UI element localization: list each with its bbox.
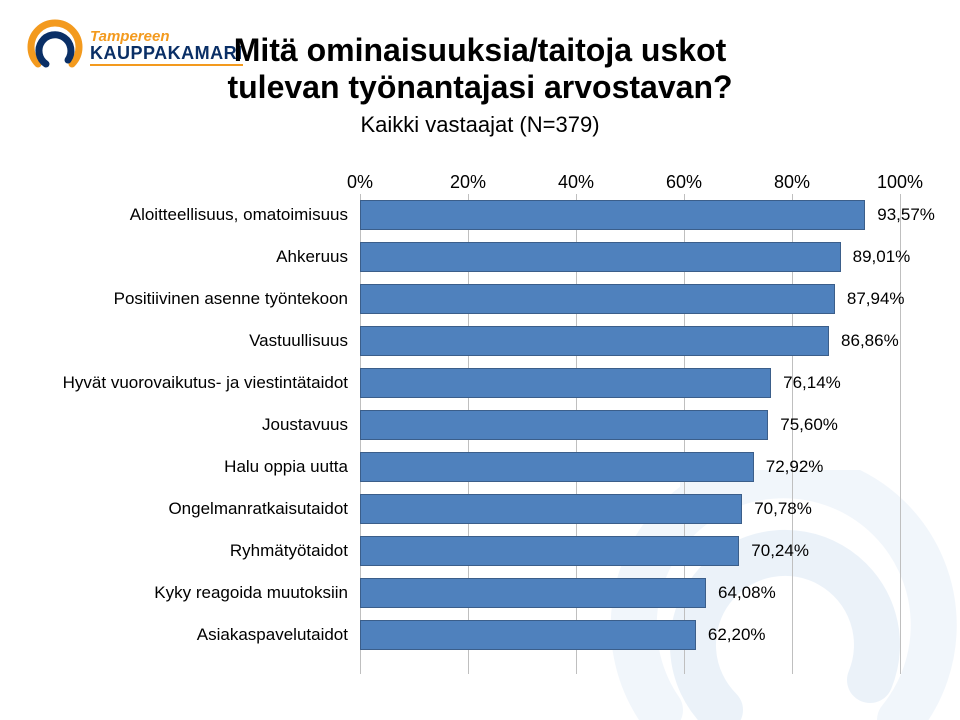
bar-wrap: [360, 452, 754, 482]
value-label: 62,20%: [708, 625, 766, 645]
bar: [360, 326, 829, 356]
category-label: Kyky reagoida muutoksiin: [60, 583, 348, 603]
bar: [360, 284, 835, 314]
bar-row: Kyky reagoida muutoksiin 64,08%: [60, 578, 900, 608]
bar-row: Aloitteellisuus, omatoimisuus93,57%: [60, 200, 900, 230]
bar-wrap: [360, 494, 742, 524]
bar-wrap: [360, 536, 739, 566]
bar-wrap: [360, 578, 706, 608]
value-label: 64,08%: [718, 583, 776, 603]
category-label: Aloitteellisuus, omatoimisuus: [60, 205, 348, 225]
category-label: Positiivinen asenne työntekoon: [60, 289, 348, 309]
x-axis: 0%20%40%60%80%100%: [360, 172, 900, 196]
title-line2: tulevan työnantajasi arvostavan?: [0, 69, 960, 106]
bar-chart: 0%20%40%60%80%100% Aloitteellisuus, omat…: [60, 200, 900, 670]
x-axis-tick: 100%: [877, 172, 923, 193]
bar-row: Positiivinen asenne työntekoon87,94%: [60, 284, 900, 314]
bar-wrap: [360, 410, 768, 440]
x-axis-tick: 60%: [666, 172, 702, 193]
bar-wrap: [360, 326, 829, 356]
x-axis-tick: 20%: [450, 172, 486, 193]
title-line1: Mitä ominaisuuksia/taitoja uskot: [0, 32, 960, 69]
bar-wrap: [360, 620, 696, 650]
bar-wrap: [360, 284, 835, 314]
category-label: Ryhmätyötaidot: [60, 541, 348, 561]
bar: [360, 620, 696, 650]
category-label: Ongelmanratkaisutaidot: [60, 499, 348, 519]
bar: [360, 578, 706, 608]
bar-wrap: [360, 242, 841, 272]
value-label: 72,92%: [766, 457, 824, 477]
bar-row: Ahkeruus89,01%: [60, 242, 900, 272]
value-label: 93,57%: [877, 205, 935, 225]
bar-row: Joustavuus 75,60%: [60, 410, 900, 440]
bar: [360, 452, 754, 482]
value-label: 70,24%: [751, 541, 809, 561]
category-label: Hyvät vuorovaikutus- ja viestintätaidot: [60, 373, 348, 393]
value-label: 86,86%: [841, 331, 899, 351]
bar: [360, 536, 739, 566]
bar: [360, 242, 841, 272]
category-label: Vastuullisuus: [60, 331, 348, 351]
category-label: Joustavuus: [60, 415, 348, 435]
bar-row: Ryhmätyötaidot 70,24%: [60, 536, 900, 566]
value-label: 87,94%: [847, 289, 905, 309]
x-axis-tick: 80%: [774, 172, 810, 193]
bar-row: Asiakaspavelutaidot 62,20%: [60, 620, 900, 650]
value-label: 76,14%: [783, 373, 841, 393]
bar-row: Halu oppia uutta 72,92%: [60, 452, 900, 482]
bar-wrap: [360, 200, 865, 230]
x-axis-tick: 0%: [347, 172, 373, 193]
bar-wrap: [360, 368, 771, 398]
category-label: Halu oppia uutta: [60, 457, 348, 477]
bar: [360, 368, 771, 398]
bar: [360, 200, 865, 230]
bar: [360, 410, 768, 440]
bar-row: Vastuullisuus 86,86%: [60, 326, 900, 356]
bar: [360, 494, 742, 524]
category-label: Asiakaspavelutaidot: [60, 625, 348, 645]
value-label: 89,01%: [853, 247, 911, 267]
x-axis-tick: 40%: [558, 172, 594, 193]
value-label: 75,60%: [780, 415, 838, 435]
bar-row: Hyvät vuorovaikutus- ja viestintätaidot 7…: [60, 368, 900, 398]
category-label: Ahkeruus: [60, 247, 348, 267]
value-label: 70,78%: [754, 499, 812, 519]
subtitle: Kaikki vastaajat (N=379): [0, 112, 960, 138]
bar-row: Ongelmanratkaisutaidot 70,78%: [60, 494, 900, 524]
title-block: Mitä ominaisuuksia/taitoja uskot tulevan…: [0, 32, 960, 138]
page-root: Tampereen KAUPPAKAMARI Mitä ominaisuuksi…: [0, 0, 960, 720]
